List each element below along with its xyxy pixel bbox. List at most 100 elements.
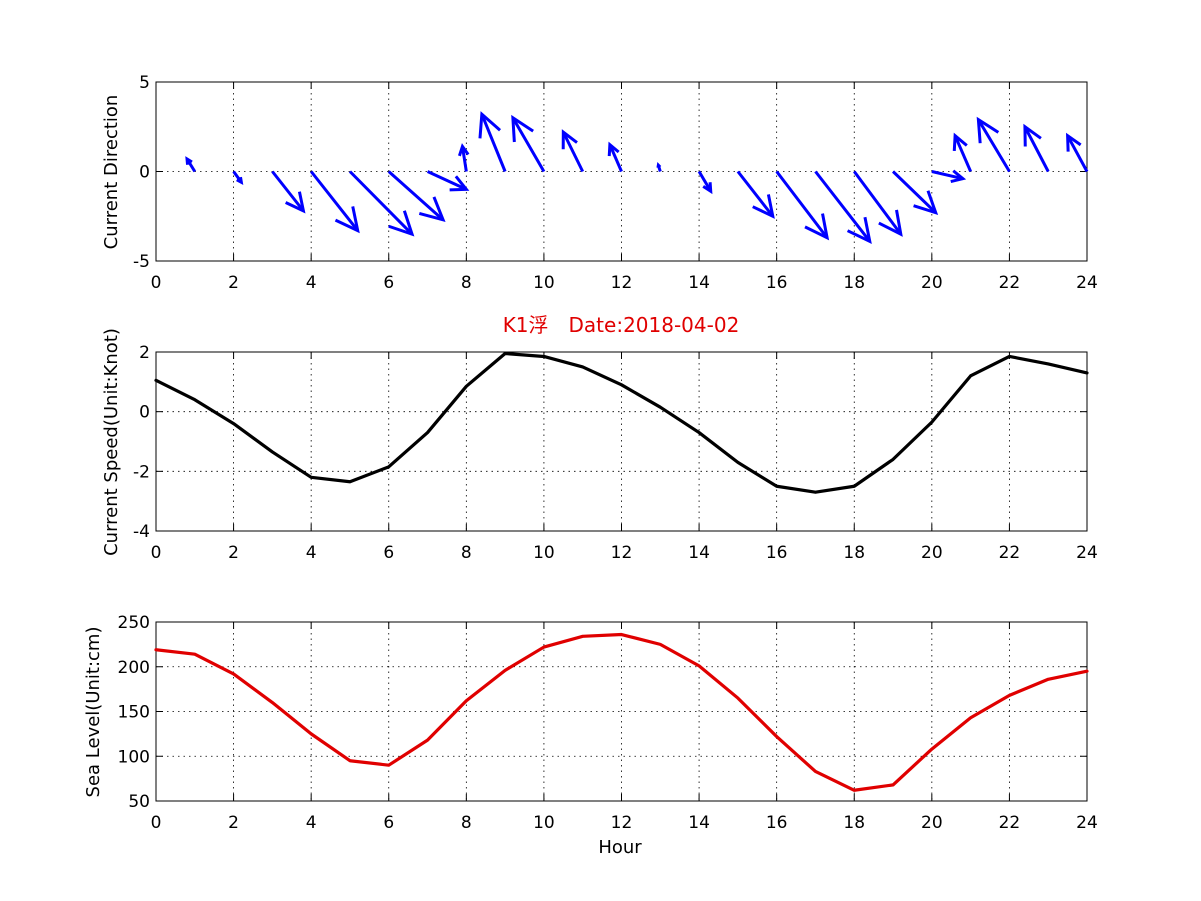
- y-tick-label: 150: [118, 703, 150, 723]
- x-tick-label: 10: [533, 813, 555, 833]
- current-arrow-shaft: [697, 170, 713, 192]
- panel-current-direction: Current Direction 0 2 4 6 8 10 12 14 16 18 20 22 24-…: [101, 73, 1098, 293]
- current-arrow-head: [418, 196, 446, 223]
- ylabel-current-direction: Current Direction: [101, 95, 122, 250]
- current-arrow-shaft: [931, 170, 964, 181]
- x-tick-label: 10: [533, 543, 555, 563]
- x-tick-label: 4: [306, 543, 317, 563]
- current-arrow-head: [478, 111, 502, 139]
- x-tick-label: 14: [688, 273, 710, 293]
- x-tick-label: 22: [999, 813, 1021, 833]
- x-tick-label: 24: [1076, 543, 1098, 563]
- current-arrow-head: [976, 116, 1000, 144]
- y-tick-label: 2: [139, 343, 150, 363]
- x-tick-label: 8: [461, 813, 472, 833]
- series-line: [154, 632, 1089, 792]
- x-tick-label: 2: [228, 273, 239, 293]
- current-arrow-shaft: [387, 170, 445, 221]
- current-arrow-head: [878, 209, 903, 237]
- current-arrow-shaft: [775, 170, 829, 239]
- current-arrow-head: [1066, 132, 1082, 152]
- current-arrow: [892, 170, 939, 215]
- y-tick-label: 0: [139, 403, 150, 423]
- current-arrow: [697, 170, 713, 195]
- y-tick-label: 250: [118, 613, 150, 633]
- current-arrow: [426, 170, 470, 192]
- y-tick-label: 50: [128, 792, 150, 812]
- y-tick-label: -4: [133, 522, 150, 542]
- x-tick-label: 6: [383, 813, 394, 833]
- current-arrow-head: [561, 129, 578, 150]
- current-arrow: [1023, 123, 1050, 173]
- x-tick-label: 18: [843, 813, 865, 833]
- current-arrow: [185, 156, 197, 173]
- current-arrow: [478, 111, 507, 173]
- y-tick-label: -2: [133, 462, 150, 482]
- x-tick-label: 20: [921, 813, 943, 833]
- x-tick-label: 12: [611, 543, 633, 563]
- current-arrow-shaft: [1023, 126, 1050, 173]
- x-tick-label: 6: [383, 273, 394, 293]
- current-arrow: [814, 170, 872, 244]
- current-arrow-shaft: [426, 170, 467, 191]
- current-arrow-shaft: [309, 170, 359, 232]
- current-arrow: [511, 114, 546, 173]
- current-arrow-shaft: [736, 170, 774, 218]
- current-arrow-head: [285, 191, 306, 214]
- panel-current-speed: Current Speed(Unit:Knot) 0 2 4 6 8 10 12 14 16 18…: [101, 328, 1098, 563]
- current-arrow: [607, 141, 623, 173]
- current-arrow-shaft: [953, 135, 973, 173]
- x-tick-label: 0: [151, 543, 162, 563]
- x-tick-label: 18: [843, 543, 865, 563]
- panel-sea-level: Sea Level(Unit:cm) Hour 0 2 4 6 8 10 12 14 16 18 2…: [83, 613, 1098, 858]
- ylabel-sea-level: Sea Level(Unit:cm): [83, 627, 104, 798]
- current-arrow-head: [656, 162, 662, 169]
- current-arrow-shaft: [977, 118, 1011, 173]
- x-tick-label: 16: [766, 273, 788, 293]
- x-tick-label: 22: [999, 543, 1021, 563]
- current-arrow: [309, 170, 360, 234]
- x-tick-label: 14: [688, 543, 710, 563]
- current-arrow: [952, 132, 973, 173]
- y-tick-label: 100: [118, 747, 150, 767]
- current-arrow: [976, 116, 1011, 173]
- x-tick-label: 8: [461, 543, 472, 563]
- current-arrow-head: [334, 206, 360, 234]
- grid: [156, 622, 1087, 801]
- current-arrow-shaft: [608, 144, 623, 173]
- current-arrow-head: [752, 194, 775, 219]
- ylabel-current-speed: Current Speed(Unit:Knot): [101, 328, 122, 556]
- current-arrow-shaft: [853, 170, 903, 236]
- x-tick-label: 0: [151, 813, 162, 833]
- x-tick-label: 14: [688, 813, 710, 833]
- x-tick-label: 18: [843, 273, 865, 293]
- current-arrow-shaft: [480, 113, 507, 173]
- x-tick-label: 4: [306, 813, 317, 833]
- current-arrow-head: [511, 114, 534, 143]
- current-arrow: [232, 170, 244, 185]
- x-tick-label: 20: [921, 273, 943, 293]
- current-arrow-head: [457, 143, 470, 157]
- current-arrow: [561, 129, 585, 173]
- current-arrow: [931, 169, 967, 184]
- current-arrow: [271, 170, 306, 214]
- current-arrow-head: [913, 190, 939, 215]
- grid: [156, 352, 1087, 531]
- x-tick-label: 24: [1076, 813, 1098, 833]
- x-tick-label: 6: [383, 543, 394, 563]
- current-arrow: [775, 170, 830, 241]
- current-arrow: [387, 170, 446, 223]
- x-tick-label: 4: [306, 273, 317, 293]
- current-arrow: [1066, 132, 1089, 173]
- y-tick-label: 200: [118, 658, 150, 678]
- x-tick-label: 22: [999, 273, 1021, 293]
- current-arrow-head: [236, 176, 244, 185]
- x-tick-label: 0: [151, 273, 162, 293]
- current-arrow: [656, 162, 662, 172]
- y-tick-label: 5: [139, 73, 150, 93]
- current-arrow: [736, 170, 775, 219]
- current-arrow-head: [388, 210, 415, 237]
- current-arrow-shaft: [271, 170, 305, 212]
